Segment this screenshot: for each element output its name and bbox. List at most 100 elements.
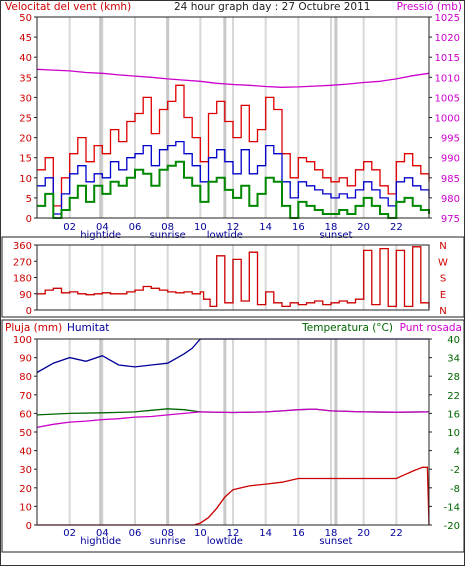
right-tick-label: 985 [441, 174, 460, 185]
temperature-axis-title: Temperatura (°C) [301, 322, 393, 334]
direction-panel-border [1, 236, 465, 318]
left-tick-label: 270 [13, 257, 32, 268]
hour-tick-label: 02 [63, 222, 76, 233]
right-tick-label: -20 [444, 521, 460, 532]
right-tick-label: 16 [447, 409, 460, 420]
right-tick-label: 990 [441, 154, 460, 165]
right-tick-label: 1025 [435, 13, 460, 24]
pressure-axis-title: Pressió (mb) [397, 1, 462, 13]
rain-time-axis: 02 04 06 08 10 12 14 16 18 20 22 hightide sunrise low… [63, 528, 402, 547]
left-tick-label: 30 [19, 93, 32, 104]
left-tick-label: 30 [19, 465, 32, 476]
right-tick-label: -2 [450, 465, 460, 476]
left-tick-label: 20 [19, 134, 32, 145]
left-tick-label: 0 [26, 306, 32, 317]
hour-tick-label: 22 [390, 528, 403, 539]
compass-label: S [440, 274, 446, 285]
hour-tick-label: 10 [194, 528, 207, 539]
compass-label: N [439, 306, 446, 317]
wind-time-axis: 02 04 06 08 10 12 14 16 18 20 22 hightide sunrise low… [63, 222, 402, 241]
rain-humidity-axis-ticks: 0 10 20 30 40 50 60 70 80 90 100 [13, 335, 32, 532]
rain-panel-border [1, 319, 465, 553]
right-tick-label: 995 [441, 134, 460, 145]
compass-label: W [438, 257, 448, 268]
wind-pressure-series [36, 68, 430, 219]
hour-tick-label: 06 [129, 528, 142, 539]
wind-axis-title: Velocitat del vent (kmh) [5, 1, 131, 13]
left-tick-label: 50 [19, 428, 32, 439]
direction-panel-frame [36, 244, 430, 311]
hour-tick-label: 14 [259, 222, 272, 233]
left-tick-label: 25 [19, 114, 32, 125]
graph-title: 24 hour graph day : 27 Octubre 2011 [174, 1, 370, 13]
wind-axis-ticks: 0 5 10 15 20 25 30 35 40 45 50 [19, 13, 32, 225]
gust-line [37, 84, 430, 207]
right-tick-label: 1015 [435, 53, 460, 64]
left-tick-label: 90 [19, 290, 32, 301]
left-tick-label: 50 [19, 13, 32, 24]
left-tick-label: 60 [19, 409, 32, 420]
hour-tick-label: 18 [325, 528, 338, 539]
right-tick-label: 1010 [435, 73, 460, 84]
right-tick-label: 1020 [435, 33, 460, 44]
hour-tick-label: 12 [227, 222, 240, 233]
rain-axis-title: Pluja (mm) [5, 322, 62, 334]
wind_min-line [37, 160, 430, 219]
direction-panel-grid [34, 244, 398, 311]
left-tick-label: 5 [26, 194, 32, 205]
left-tick-label: 20 [19, 484, 32, 495]
hour-tick-label: 02 [63, 528, 76, 539]
hour-tick-label: 04 [96, 222, 109, 233]
event-label: sunrise [150, 536, 186, 547]
hour-tick-label: 16 [292, 222, 305, 233]
left-tick-label: 80 [19, 372, 32, 383]
right-tick-label: 975 [441, 214, 460, 225]
temperature-axis-ticks: -20 -14 -8 -2 4 10 16 22 28 34 40 [444, 335, 460, 532]
compass-label: N [439, 241, 446, 252]
event-label: lowtide [207, 230, 243, 241]
dewpoint-line [36, 408, 430, 429]
compass-label: E [440, 290, 446, 301]
hour-tick-label: 04 [96, 528, 109, 539]
event-label: sunset [319, 536, 352, 547]
humidity-axis-title: Humitat [67, 322, 109, 334]
hour-tick-label: 20 [357, 528, 370, 539]
hour-tick-label: 08 [161, 528, 174, 539]
left-tick-label: 35 [19, 73, 32, 84]
right-tick-label: 40 [447, 335, 460, 346]
left-tick-label: 40 [19, 447, 32, 458]
hour-tick-label: 08 [161, 222, 174, 233]
left-tick-label: 0 [26, 214, 32, 225]
right-tick-label: 28 [447, 372, 460, 383]
left-tick-label: 10 [19, 174, 32, 185]
event-label: lowtide [207, 536, 243, 547]
left-tick-label: 45 [19, 33, 32, 44]
hour-tick-label: 18 [325, 222, 338, 233]
left-tick-label: 0 [26, 521, 32, 532]
pressure-line [36, 68, 430, 88]
right-tick-label: 1005 [435, 93, 460, 104]
hour-tick-label: 10 [194, 222, 207, 233]
right-tick-label: 1000 [435, 114, 460, 125]
right-tick-label: 10 [447, 428, 460, 439]
event-label: sunset [319, 230, 352, 241]
right-tick-label: 980 [441, 194, 460, 205]
rain-panel-grid [34, 338, 432, 526]
event-label: hightide [80, 230, 121, 241]
hour-tick-label: 14 [259, 528, 272, 539]
pressure-axis-ticks: 975 980 985 990 995 1000 1005 1010 1015 1020 1025 [435, 13, 460, 225]
event-label: sunrise [150, 230, 186, 241]
dewpoint-axis-title: Punt rosada [400, 322, 462, 334]
left-tick-label: 180 [13, 274, 32, 285]
hour-tick-label: 12 [227, 528, 240, 539]
left-tick-label: 360 [13, 241, 32, 252]
left-tick-label: 40 [19, 53, 32, 64]
right-tick-label: 22 [447, 391, 460, 402]
right-tick-label: -8 [450, 484, 460, 495]
direction-series [37, 246, 430, 309]
left-tick-label: 70 [19, 391, 32, 402]
hour-tick-label: 22 [390, 222, 403, 233]
